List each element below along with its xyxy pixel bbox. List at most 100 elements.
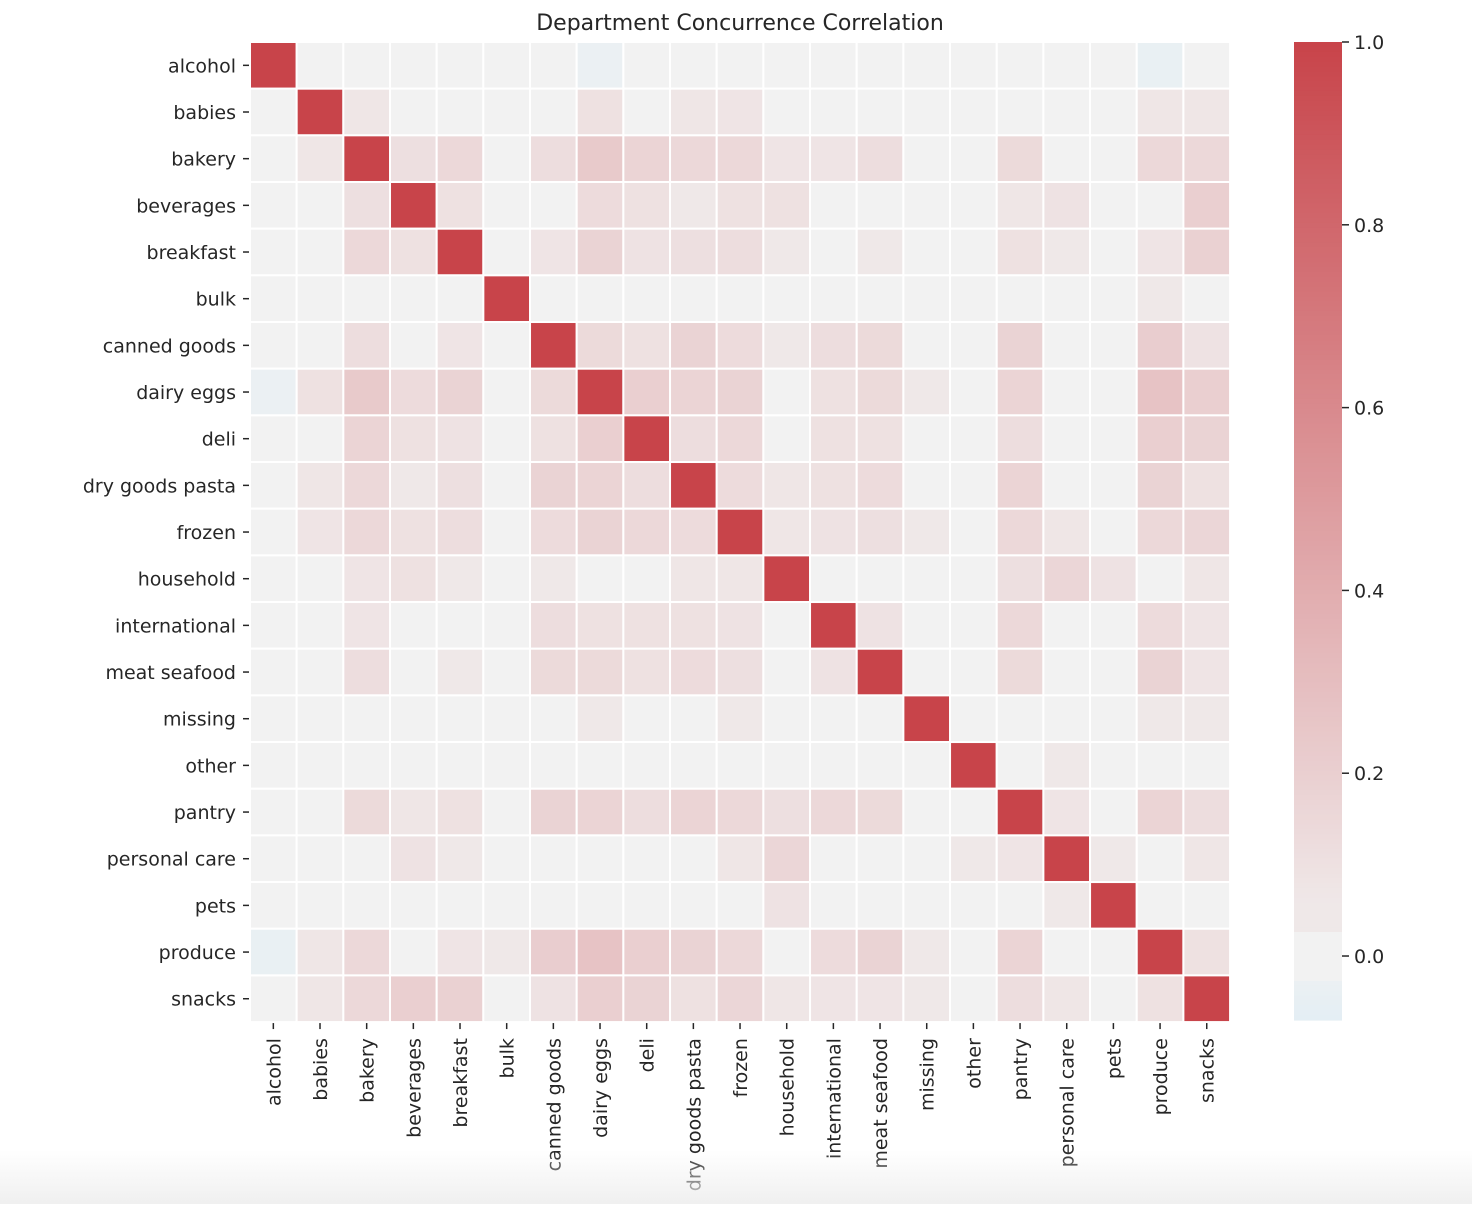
heatmap-cell-14-18 [1089,694,1138,744]
heatmap-cell-14-14 [902,694,952,744]
heatmap-cell-14-8 [622,694,672,744]
heatmap-cell-10-14 [902,507,952,557]
heatmap-cell-14-20 [1182,694,1232,744]
heatmap-cell-13-12 [809,647,858,697]
colorbar-segment [1294,599,1342,605]
heatmap-cell-16-19 [1135,787,1185,837]
heatmap-cell-2-14 [902,134,952,184]
heatmap-cell-2-18 [1089,134,1138,184]
heatmap-cell-16-20 [1182,787,1232,837]
heatmap-cell-17-13 [855,834,905,884]
colorbar-segment [1294,66,1342,72]
colorbar-segment [1294,814,1342,821]
heatmap-cell-16-7 [575,787,625,837]
heatmap-cell-5-4 [435,274,485,324]
heatmap-cell-1-12 [809,87,858,137]
heatmap-cell-2-10 [715,134,765,184]
heatmap-cell-13-0 [249,647,298,697]
heatmap-cell-17-15 [949,834,998,884]
y-tick-label: bakery [171,149,236,171]
heatmap-cell-19-20 [1182,927,1232,977]
x-tick-label: other [963,1038,985,1089]
heatmap-cell-10-7 [575,507,625,557]
heatmap-cell-9-5 [482,461,532,510]
colorbar-segment [1294,707,1342,713]
heatmap-cell-6-19 [1135,321,1185,370]
heatmap-cell-8-2 [342,414,392,464]
colorbar-segment [1294,208,1342,214]
colorbar-segment [1294,218,1342,224]
y-tick-label: household [138,569,236,591]
colorbar-segment [1294,452,1342,459]
heatmap-cell-3-13 [855,181,905,230]
y-tick-label: beverages [136,195,236,217]
colorbar-segment [1294,149,1342,156]
heatmap-cell-4-15 [949,227,998,277]
heatmap-cell-13-4 [435,647,485,697]
heatmap-cell-0-16 [995,41,1045,90]
heatmap-cell-15-19 [1135,741,1185,790]
heatmap-cell-5-0 [249,274,298,324]
colorbar-segment [1294,765,1342,772]
heatmap-cell-9-4 [435,461,485,510]
heatmap-cell-14-17 [1042,694,1092,744]
heatmap-cell-13-5 [482,647,532,697]
colorbar-segment [1294,751,1342,757]
heatmap-cell-3-0 [249,181,298,230]
heatmap-cell-14-5 [482,694,532,744]
heatmap-cell-17-8 [622,834,672,884]
heatmap-cell-1-7 [575,87,625,137]
heatmap-cell-2-4 [435,134,485,184]
heatmap-cell-7-3 [389,367,438,417]
heatmap-cell-17-1 [295,834,345,884]
colorbar-segment [1294,521,1342,527]
heatmap-cell-10-9 [669,507,718,557]
heatmap-cell-4-20 [1182,227,1232,277]
heatmap-cell-0-13 [855,41,905,90]
heatmap-cell-17-20 [1182,834,1232,884]
heatmap-cell-14-0 [249,694,298,744]
heatmap-cell-6-12 [809,321,858,370]
heatmap-cell-11-0 [249,554,298,604]
heatmap-cell-18-11 [762,881,812,930]
y-axis: alcohol babies bakery beverages breakfast bul… [83,55,249,1011]
heatmap-cell-2-11 [762,134,812,184]
heatmap-cell-18-6 [529,881,578,930]
heatmap-cell-19-3 [389,927,438,977]
heatmap-cell-16-3 [389,787,438,837]
heatmap-cell-15-16 [995,741,1045,790]
heatmap-cell-11-12 [809,554,858,604]
heatmap-cell-20-12 [809,974,858,1024]
colorbar-segment [1294,296,1342,302]
colorbar-segment [1294,213,1342,219]
colorbar-segment [1294,799,1342,806]
heatmap-cell-10-4 [435,507,485,557]
heatmap-cell-11-16 [995,554,1045,604]
heatmap-cell-11-19 [1135,554,1185,604]
heatmap-cell-6-17 [1042,321,1092,370]
colorbar-segment [1294,237,1342,244]
colorbar-segment [1294,271,1342,278]
colorbar-segment [1294,398,1342,405]
heatmap-cell-1-13 [855,87,905,137]
heatmap-cell-5-16 [995,274,1045,324]
colorbar-segment [1294,51,1342,58]
colorbar-segment [1294,682,1342,689]
colorbar-segment [1294,677,1342,684]
heatmap-cell-15-13 [855,741,905,790]
colorbar-segment [1294,345,1342,351]
colorbar-segment [1294,81,1342,87]
colorbar-segment [1294,340,1342,346]
heatmap-cell-3-19 [1135,181,1185,230]
x-tick-label: produce [1150,1038,1172,1115]
colorbar-segment [1294,892,1342,899]
colorbar-segment [1294,482,1342,488]
y-tick-label: personal care [107,849,236,871]
heatmap-cell-20-6 [529,974,578,1024]
heatmap-cell-6-6 [529,321,578,370]
heatmap-cell-12-11 [762,601,812,650]
heatmap-cell-15-12 [809,741,858,790]
colorbar-segment [1294,912,1342,918]
colorbar-segment [1294,1010,1342,1016]
